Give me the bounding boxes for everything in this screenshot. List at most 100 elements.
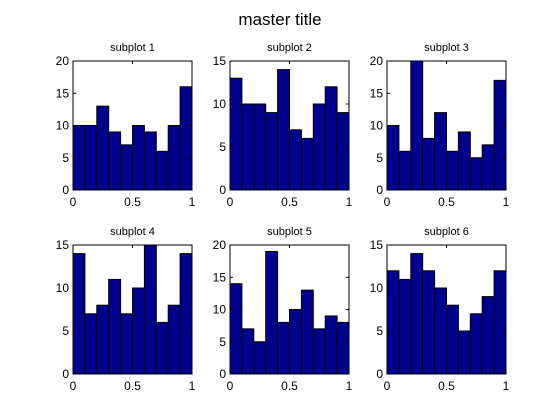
subplot-2: 0 5 10 15 0 0.5 1 subplot 2	[213, 42, 353, 209]
histogram-bar	[300, 137, 314, 191]
histogram-bar	[241, 328, 255, 375]
x-tick-label: 0.5	[438, 379, 455, 393]
y-tick-label: 10	[56, 281, 70, 295]
x-tick-label: 1	[503, 195, 510, 209]
x-tick-label: 0	[70, 195, 77, 209]
x-tick-label: 0	[384, 195, 391, 209]
histogram-bar	[446, 150, 459, 191]
master-title: master title	[238, 10, 322, 29]
histogram-bar	[336, 321, 350, 375]
histogram-bar	[155, 150, 169, 191]
subplot-5: 0 5 10 15 20 0 0.5 1 subplot 5	[213, 226, 353, 393]
y-tick-label: 5	[62, 324, 69, 338]
y-tick-label: 10	[213, 97, 227, 111]
y-tick-label: 0	[376, 367, 383, 381]
y-tick-label: 20	[213, 238, 227, 252]
x-tick-label: 0	[384, 379, 391, 393]
subplot-1: 0 5 10 15 20 0 0.5 1 subplot 1	[56, 42, 196, 209]
histogram-bar	[241, 103, 255, 191]
histogram-bar	[422, 270, 436, 375]
histogram-bar	[289, 309, 302, 375]
x-tick-label: 0	[227, 379, 234, 393]
y-tick-label: 0	[219, 367, 226, 381]
y-tick-label: 0	[376, 183, 383, 197]
histogram-bar	[253, 103, 267, 191]
y-tick-label: 5	[219, 140, 226, 154]
y-tick-label: 5	[62, 151, 69, 165]
histogram-bar	[72, 253, 86, 375]
histogram-bar	[386, 270, 400, 375]
histogram-bar	[324, 315, 338, 375]
x-tick-label: 0.5	[124, 379, 141, 393]
y-tick-label: 0	[62, 183, 69, 197]
histogram-bar	[96, 105, 110, 191]
x-tick-label: 1	[503, 379, 510, 393]
histogram-bar	[422, 137, 436, 191]
subplot-title: subplot 3	[424, 42, 469, 54]
histogram-bar	[493, 79, 507, 191]
histogram-bar	[167, 125, 181, 191]
histogram-bar	[179, 86, 193, 191]
histogram-bar	[143, 244, 157, 375]
histogram-bar	[277, 321, 291, 375]
x-tick-label: 1	[346, 195, 353, 209]
histogram-bar	[253, 341, 267, 375]
histogram-bar	[179, 253, 193, 375]
histogram-bar	[434, 112, 448, 191]
subplot-6: 0 5 10 15 0 0.5 1 subplot 6	[370, 226, 510, 393]
x-tick-label: 1	[189, 195, 196, 209]
histogram-bar	[469, 313, 483, 375]
x-tick-label: 0	[227, 195, 234, 209]
histogram-bar	[84, 313, 98, 375]
histogram-bar	[143, 131, 157, 191]
histogram-bar	[132, 125, 145, 191]
y-tick-label: 20	[56, 54, 70, 68]
histogram-bar	[300, 289, 314, 375]
y-tick-label: 15	[56, 238, 70, 252]
x-tick-label: 0.5	[281, 195, 298, 209]
histogram-bar	[481, 144, 495, 191]
histogram-bar	[410, 60, 424, 191]
y-tick-label: 10	[370, 281, 384, 295]
y-tick-label: 15	[56, 86, 70, 100]
y-tick-label: 15	[213, 270, 227, 284]
histogram-bar	[446, 304, 459, 375]
subplot-4: 0 5 10 15 0 0.5 1 subplot 4	[56, 226, 196, 393]
x-tick-label: 0.5	[124, 195, 141, 209]
y-tick-label: 5	[376, 324, 383, 338]
histogram-bar	[469, 157, 483, 191]
histogram-bar	[108, 131, 122, 191]
histogram-bar	[324, 86, 338, 191]
y-tick-label: 15	[370, 238, 384, 252]
subplot-title: subplot 2	[267, 42, 312, 54]
y-tick-label: 20	[370, 54, 384, 68]
histogram-bar	[493, 270, 507, 375]
histogram-bar	[277, 69, 291, 191]
y-tick-label: 5	[376, 151, 383, 165]
subplot-title: subplot 6	[424, 226, 469, 238]
y-tick-label: 15	[213, 54, 227, 68]
histogram-bar	[457, 330, 471, 375]
x-tick-label: 0.5	[438, 195, 455, 209]
y-tick-label: 10	[370, 119, 384, 133]
histogram-bar	[167, 304, 181, 375]
histogram-bar	[398, 278, 412, 375]
y-tick-label: 10	[56, 119, 70, 133]
x-tick-label: 0.5	[281, 379, 298, 393]
histogram-bar	[84, 125, 98, 191]
x-tick-label: 1	[189, 379, 196, 393]
x-tick-label: 0	[70, 379, 77, 393]
histogram-bar	[398, 150, 412, 191]
y-tick-label: 0	[219, 183, 226, 197]
histogram-bar	[155, 321, 169, 375]
y-tick-label: 5	[219, 335, 226, 349]
subplot-title: subplot 4	[110, 226, 155, 238]
histogram-bar	[108, 278, 122, 375]
subplot-3: 0 5 10 15 20 0 0.5 1 subplot 3	[370, 42, 510, 209]
histogram-bar	[229, 77, 243, 191]
y-tick-label: 0	[62, 367, 69, 381]
subplot-title: subplot 1	[110, 42, 155, 54]
histogram-bar	[120, 313, 133, 375]
histogram-bar	[120, 144, 133, 191]
